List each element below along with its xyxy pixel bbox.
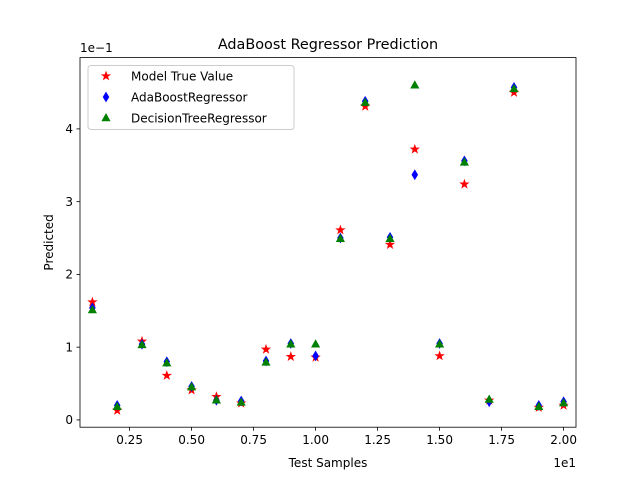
chart-title: AdaBoost Regressor Prediction xyxy=(218,37,438,53)
x-tick-label: 0.25 xyxy=(116,433,143,447)
legend-marker xyxy=(100,70,112,81)
data-point xyxy=(360,97,370,106)
x-axis-offset-label: 1e1 xyxy=(553,456,576,470)
y-axis-label: Predicted xyxy=(42,214,56,270)
data-point xyxy=(384,239,396,249)
legend-label: Model True Value xyxy=(131,69,233,83)
data-point xyxy=(311,339,321,348)
legend-marker xyxy=(101,112,111,122)
plot-frame xyxy=(79,57,577,428)
x-tick-label: 0.50 xyxy=(178,433,205,447)
y-axis-ticks: 0 1 2 3 4 xyxy=(65,122,80,427)
data-point xyxy=(137,339,147,349)
data-point xyxy=(87,305,97,314)
y-tick-label: 0 xyxy=(65,413,73,427)
data-point xyxy=(435,339,445,348)
data-point xyxy=(162,358,172,367)
data-point xyxy=(161,370,172,380)
legend-label: DecisionTreeRegressor xyxy=(131,111,267,125)
legend-label: AdaBoostRegressor xyxy=(131,90,248,104)
legend-box xyxy=(87,65,295,130)
data-point xyxy=(559,398,569,407)
data-point xyxy=(434,350,445,361)
data-point xyxy=(236,397,246,406)
x-tick-label: 1.25 xyxy=(364,433,391,447)
data-point xyxy=(211,395,221,404)
x-tick-label: 0.75 xyxy=(240,433,267,447)
x-tick-label: 1.00 xyxy=(302,433,329,447)
data-point xyxy=(459,157,469,166)
data-point xyxy=(261,357,271,366)
data-point xyxy=(484,394,494,403)
x-axis-ticks: 0.25 0.50 0.75 1.00 1.25 1.50 1.75 2.00 xyxy=(116,427,577,447)
data-point xyxy=(459,178,470,189)
data-point xyxy=(286,339,296,348)
y-tick-label: 1 xyxy=(65,340,73,354)
data-point xyxy=(260,343,272,354)
y-tick-label: 3 xyxy=(65,195,73,209)
x-tick-label: 1.50 xyxy=(426,433,453,447)
x-tick-label: 1.75 xyxy=(488,433,515,447)
data-point xyxy=(112,401,122,411)
data-point xyxy=(312,350,319,362)
legend-marker xyxy=(102,91,110,103)
data-point xyxy=(187,382,197,391)
data-point xyxy=(534,401,544,411)
data-point xyxy=(335,224,346,235)
x-tick-label: 2.00 xyxy=(550,433,577,447)
y-axis-offset-label: 1e−1 xyxy=(80,41,113,55)
x-axis-label: Test Samples xyxy=(288,456,368,470)
data-point xyxy=(411,169,419,181)
data-point xyxy=(285,351,296,362)
data-point xyxy=(385,233,395,242)
data-point xyxy=(509,83,519,93)
y-tick-label: 2 xyxy=(65,268,73,282)
legend: Model True Value AdaBoostRegressor Decisio… xyxy=(87,65,295,130)
data-point xyxy=(409,143,420,154)
series-triangle xyxy=(87,80,569,411)
data-point xyxy=(335,233,345,242)
data-point xyxy=(410,80,420,89)
y-tick-label: 4 xyxy=(65,122,73,136)
data-markers xyxy=(87,80,569,415)
